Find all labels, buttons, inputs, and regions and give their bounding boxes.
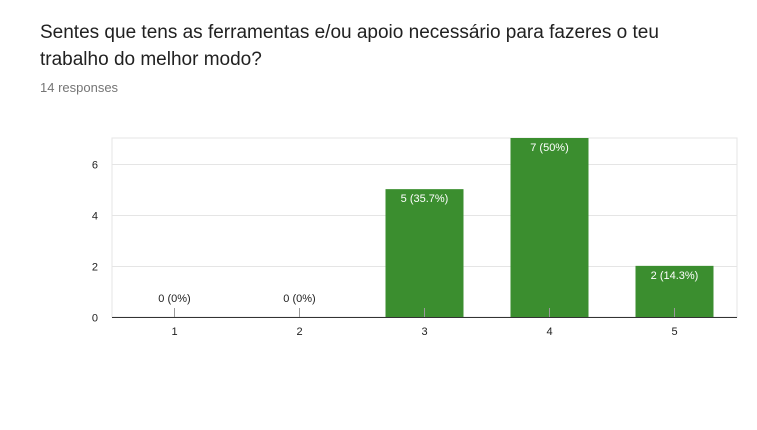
y-tick-label: 6 [92,160,98,172]
x-tick-label: 4 [546,326,552,338]
data-label: 2 (14.3%) [651,270,699,282]
data-label: 0 (0%) [158,293,190,305]
y-tick-label: 4 [92,211,98,223]
data-label: 0 (0%) [283,293,315,305]
response-count: 14 responses [40,80,119,95]
data-label: 7 (50%) [530,142,569,154]
data-label: 5 (35.7%) [401,193,449,205]
x-tick-label: 5 [671,326,677,338]
x-tick-label: 3 [421,326,427,338]
y-tick-label: 0 [92,313,98,325]
x-tick-label: 1 [171,326,177,338]
page-title: Sentes que tens as ferramentas e/ou apoi… [40,22,659,70]
bar [510,138,589,317]
x-tick-label: 2 [296,326,302,338]
bar [385,189,464,317]
y-tick-label: 2 [92,262,98,274]
